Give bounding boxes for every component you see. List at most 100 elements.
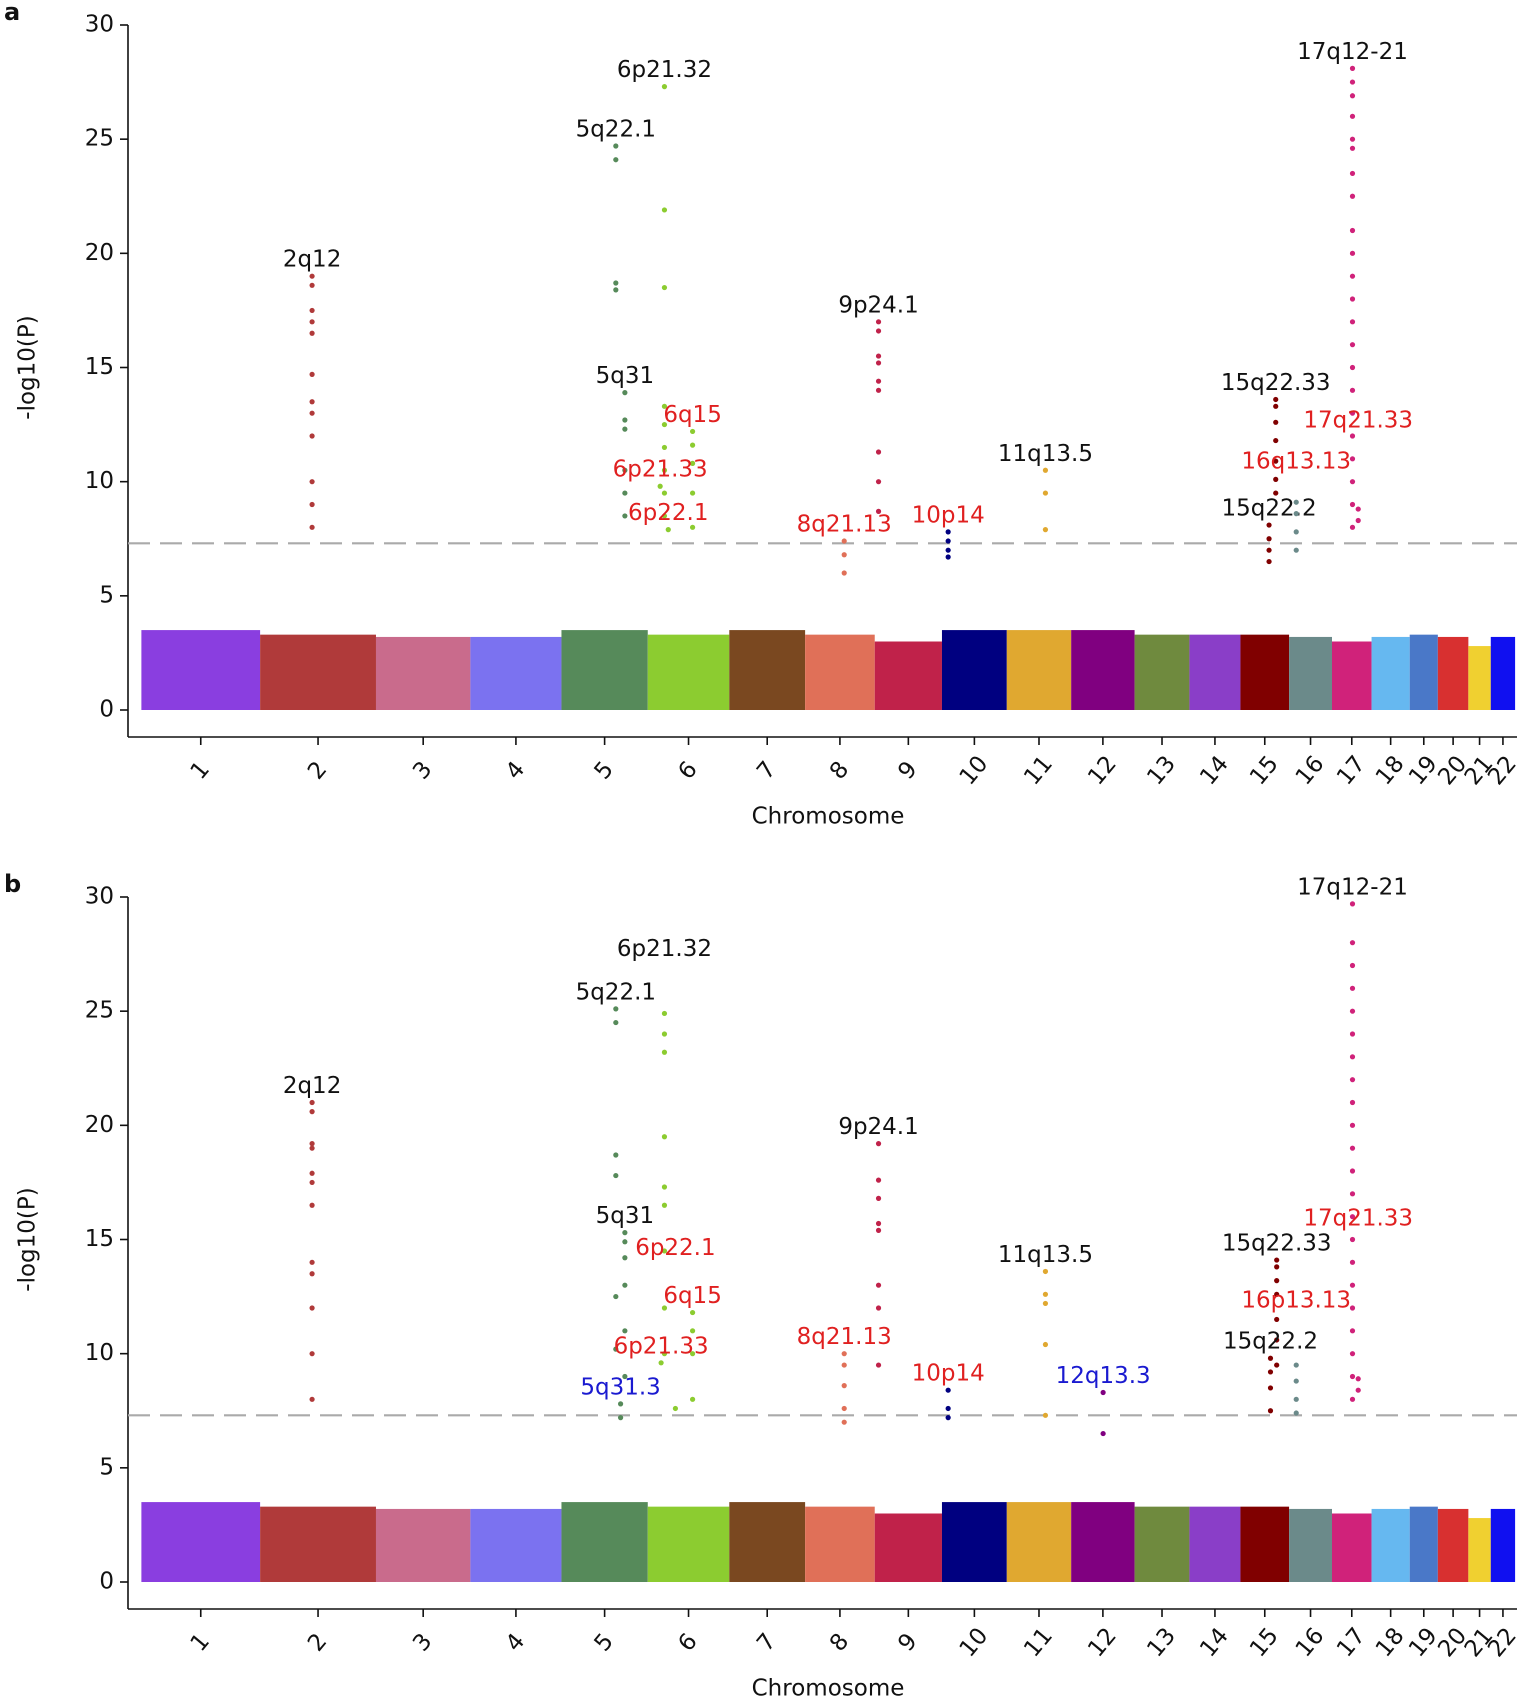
snp-point bbox=[1273, 490, 1279, 496]
x-tick-label: 1 bbox=[186, 1629, 215, 1657]
x-tick-label: 13 bbox=[1142, 751, 1181, 790]
snp-point bbox=[1349, 1259, 1356, 1265]
snp-point bbox=[1042, 1341, 1049, 1348]
locus-label: 16p13.13 bbox=[1241, 1288, 1351, 1314]
snp-point bbox=[1042, 490, 1049, 496]
snp-point bbox=[622, 490, 628, 496]
snp-point bbox=[689, 1396, 696, 1402]
snp-point bbox=[875, 1220, 882, 1227]
snp-point bbox=[1293, 1410, 1299, 1416]
snp-point bbox=[309, 433, 315, 439]
locus-label: 6q15 bbox=[663, 1283, 722, 1309]
chromosome-block bbox=[1331, 1513, 1372, 1582]
snp-point bbox=[1267, 1385, 1274, 1391]
y-tick-label: 20 bbox=[85, 1112, 114, 1138]
snp-point bbox=[689, 1351, 696, 1357]
snp-point bbox=[689, 524, 696, 530]
snp-point bbox=[1349, 1031, 1356, 1037]
chromosome-block bbox=[1071, 630, 1135, 710]
x-tick-label: 5 bbox=[590, 757, 619, 785]
x-tick-label: 12 bbox=[1083, 751, 1122, 790]
snp-point bbox=[309, 330, 315, 336]
snp-point bbox=[1274, 1337, 1280, 1343]
snp-point bbox=[1349, 170, 1356, 177]
y-axis-label: -log10(P) bbox=[15, 1187, 41, 1291]
x-tick-label: 2 bbox=[303, 1629, 332, 1657]
snp-point bbox=[661, 513, 668, 519]
snp-point bbox=[875, 319, 882, 325]
snp-point bbox=[1349, 901, 1356, 907]
snp-point bbox=[665, 527, 671, 533]
snp-point bbox=[1266, 522, 1272, 528]
chromosome-block bbox=[141, 630, 261, 710]
snp-point bbox=[1349, 433, 1356, 439]
x-tick-label: 13 bbox=[1142, 1623, 1181, 1662]
locus-label: 6p21.32 bbox=[617, 936, 712, 962]
snp-point bbox=[622, 1328, 628, 1334]
snp-point bbox=[841, 1362, 847, 1368]
snp-point bbox=[875, 328, 882, 334]
snp-point bbox=[661, 1049, 668, 1055]
x-tick-label: 17 bbox=[1332, 751, 1371, 790]
x-tick-label: 16 bbox=[1291, 1623, 1330, 1662]
snp-point bbox=[875, 1195, 882, 1201]
snp-point bbox=[1349, 524, 1356, 530]
snp-point bbox=[1267, 1369, 1274, 1375]
snp-point bbox=[1349, 1214, 1356, 1220]
snp-point bbox=[622, 1282, 628, 1288]
chromosome-block bbox=[1371, 636, 1410, 710]
snp-point bbox=[661, 1305, 668, 1311]
y-tick-label: 0 bbox=[99, 697, 114, 723]
chromosome-block bbox=[729, 630, 806, 710]
snp-point bbox=[1349, 65, 1356, 71]
snp-point bbox=[613, 287, 619, 293]
snp-point bbox=[1042, 467, 1049, 473]
snp-point bbox=[1349, 1122, 1356, 1128]
snp-point bbox=[1349, 364, 1356, 371]
chromosome-block bbox=[1371, 1508, 1410, 1582]
chromosome-block bbox=[1289, 1508, 1332, 1582]
x-tick-label: 14 bbox=[1195, 1623, 1234, 1662]
chromosome-block bbox=[470, 636, 562, 710]
snp-point bbox=[1349, 1305, 1356, 1311]
snp-point bbox=[1349, 227, 1356, 234]
snp-point bbox=[309, 273, 315, 279]
x-tick-label: 8 bbox=[825, 757, 854, 785]
locus-label: 8q21.13 bbox=[797, 512, 892, 538]
snp-point bbox=[309, 501, 315, 508]
chromosome-block bbox=[729, 1502, 806, 1582]
snp-point bbox=[1042, 527, 1049, 533]
x-tick-label: 3 bbox=[408, 1629, 437, 1657]
snp-point bbox=[613, 143, 619, 149]
snp-point bbox=[1042, 1300, 1049, 1307]
x-tick-label: 9 bbox=[893, 757, 922, 785]
snp-point bbox=[309, 1396, 315, 1402]
x-tick-label: 3 bbox=[408, 757, 437, 785]
snp-point bbox=[1274, 1291, 1280, 1297]
chromosome-block bbox=[1490, 636, 1516, 710]
locus-label: 11q13.5 bbox=[998, 1242, 1093, 1268]
chromosome-block bbox=[1437, 636, 1469, 710]
snp-point bbox=[875, 353, 882, 359]
x-tick-label: 8 bbox=[825, 1629, 854, 1657]
x-tick-label: 22 bbox=[1483, 1623, 1522, 1662]
locus-label: 8q21.13 bbox=[797, 1324, 892, 1350]
snp-point bbox=[841, 1351, 847, 1357]
snp-point bbox=[1349, 1168, 1356, 1174]
snp-point bbox=[841, 1419, 847, 1425]
snp-point bbox=[1100, 1430, 1106, 1437]
snp-point bbox=[613, 1152, 619, 1158]
locus-label: 5q22.1 bbox=[576, 117, 656, 143]
snp-point bbox=[1349, 319, 1356, 325]
snp-point bbox=[1273, 403, 1279, 409]
chromosome-block bbox=[805, 634, 875, 710]
y-tick-label: 0 bbox=[99, 1569, 114, 1595]
snp-point bbox=[1355, 1387, 1361, 1393]
snp-point bbox=[1355, 517, 1361, 524]
panel-label: a bbox=[4, 0, 20, 26]
snp-point bbox=[622, 390, 628, 396]
locus-label: 10p14 bbox=[912, 502, 985, 528]
